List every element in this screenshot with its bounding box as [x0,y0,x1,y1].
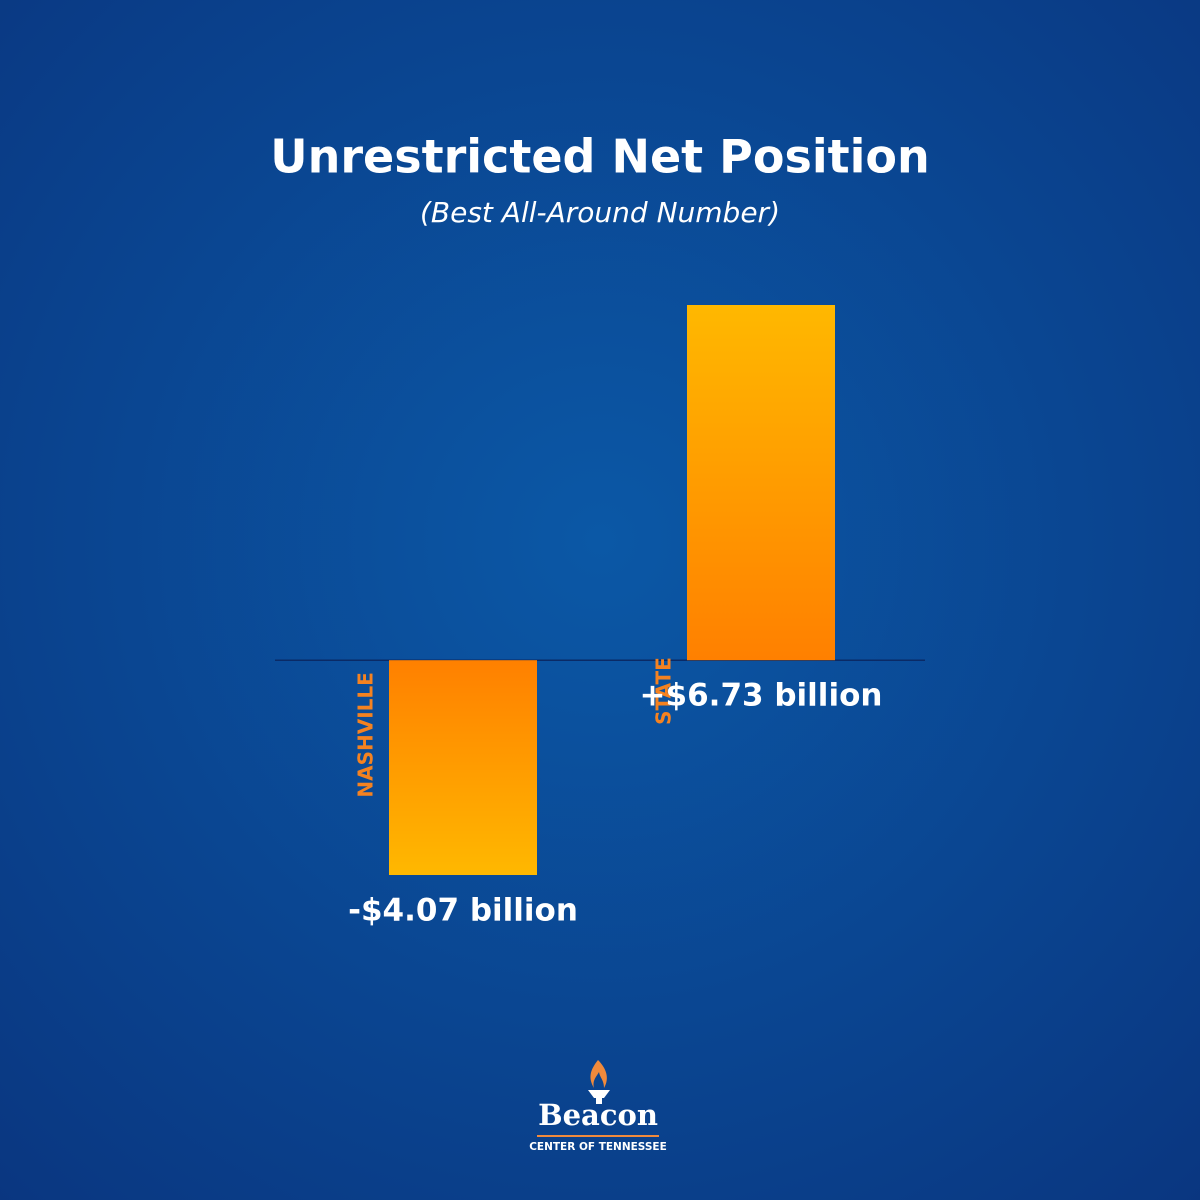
logo-tagline: CENTER OF TENNESSEE [529,1141,667,1153]
category-label: NASHVILLE [354,672,378,797]
chart-subtitle: (Best All-Around Number) [420,196,780,229]
chart-title: Unrestricted Net Position [270,130,929,184]
bar [389,660,537,875]
logo-name: Beacon [538,1098,658,1132]
category-label: STATE [652,657,676,725]
value-label: -$4.07 billion [348,893,578,929]
value-label: +$6.73 billion [640,678,883,714]
logo: Beacon CENTER OF TENNESSEE [529,1060,667,1153]
bar [687,305,835,661]
